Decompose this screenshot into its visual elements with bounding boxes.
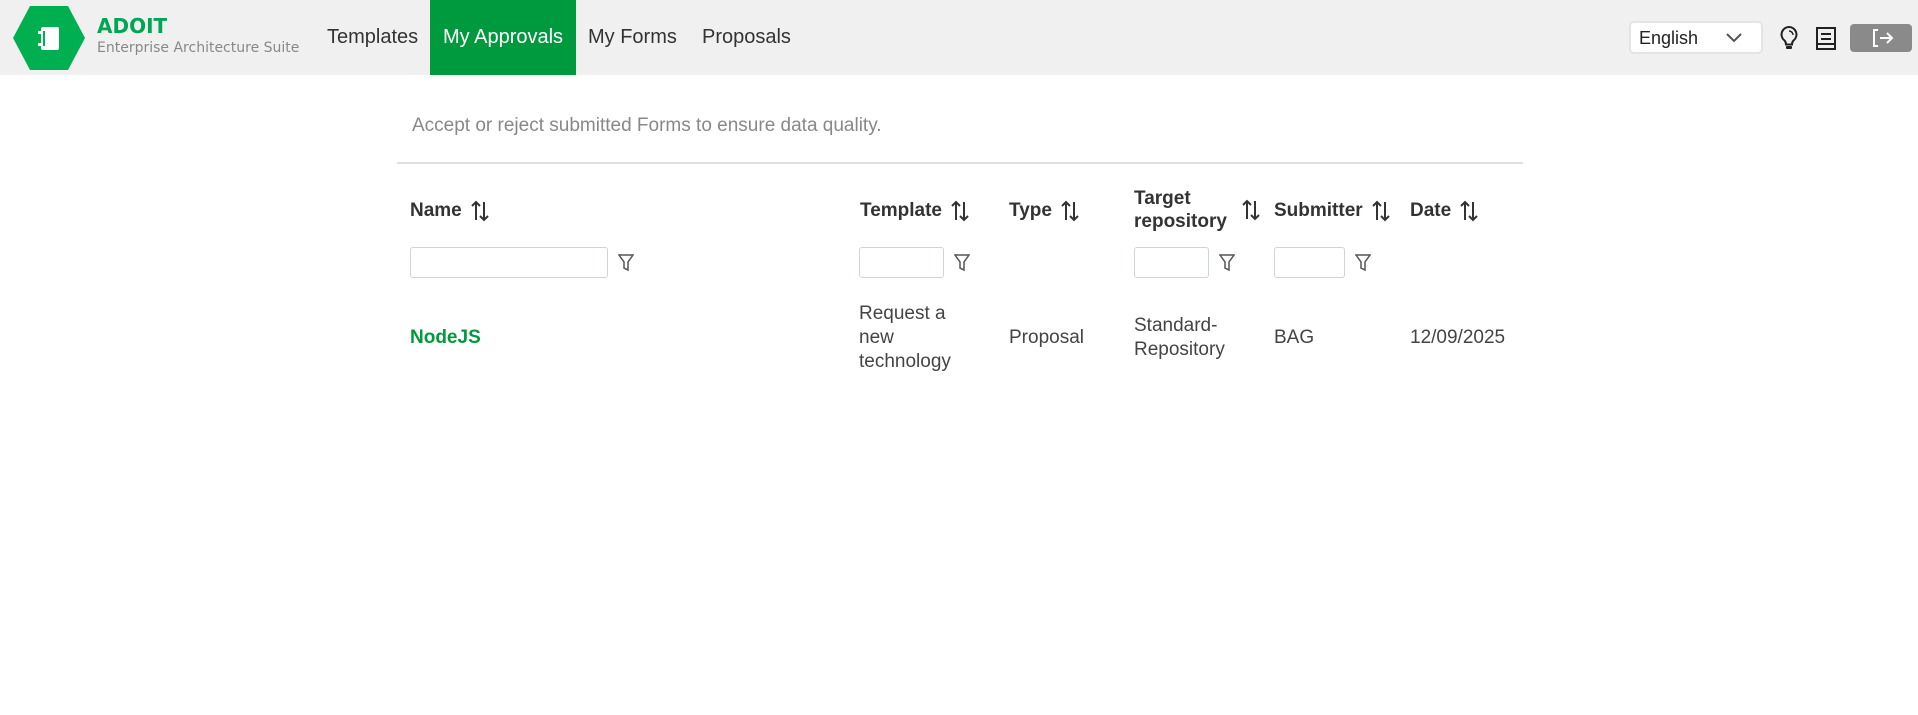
column-header-template[interactable]: Template bbox=[860, 199, 970, 222]
column-header-type[interactable]: Type bbox=[1009, 199, 1080, 222]
template-filter-input[interactable] bbox=[859, 247, 944, 278]
nav-my-forms[interactable]: My Forms bbox=[588, 26, 677, 48]
logout-button[interactable] bbox=[1850, 24, 1912, 52]
chevron-down-icon bbox=[1726, 33, 1742, 43]
top-navigation-bar: ADOIT Enterprise Architecture Suite Temp… bbox=[0, 0, 1918, 75]
column-label: Submitter bbox=[1274, 200, 1363, 221]
sort-icon[interactable] bbox=[1371, 200, 1391, 222]
sort-icon[interactable] bbox=[470, 200, 490, 222]
nav-templates[interactable]: Templates bbox=[327, 26, 419, 48]
column-label: Target repository bbox=[1134, 188, 1227, 232]
filter-icon[interactable] bbox=[954, 254, 970, 272]
language-select-value: English bbox=[1639, 28, 1699, 48]
book-icon[interactable] bbox=[1815, 26, 1837, 51]
date-cell: 12/09/2025 bbox=[1410, 327, 1506, 348]
form-name-link[interactable]: NodeJS bbox=[410, 327, 481, 348]
column-label: Date bbox=[1410, 200, 1452, 221]
target-repository-filter-input[interactable] bbox=[1134, 247, 1209, 278]
nav-proposals[interactable]: Proposals bbox=[702, 26, 791, 48]
lightbulb-icon[interactable] bbox=[1779, 25, 1799, 53]
column-header-date[interactable]: Date bbox=[1410, 199, 1479, 222]
logout-icon bbox=[1873, 29, 1894, 47]
submitter-filter-input[interactable] bbox=[1274, 247, 1345, 278]
target-repository-cell: Standard-Repository bbox=[1134, 315, 1225, 360]
brand-name: ADOIT bbox=[97, 14, 168, 38]
brand-subtitle: Enterprise Architecture Suite bbox=[97, 40, 300, 56]
sort-icon[interactable] bbox=[1459, 200, 1479, 222]
filter-icon[interactable] bbox=[1355, 254, 1371, 272]
type-cell: Proposal bbox=[1009, 327, 1084, 348]
sort-icon[interactable] bbox=[1060, 200, 1080, 222]
filter-icon[interactable] bbox=[618, 254, 634, 272]
divider bbox=[397, 162, 1523, 164]
column-header-submitter[interactable]: Submitter bbox=[1274, 199, 1391, 222]
name-filter-input[interactable] bbox=[410, 247, 608, 278]
sort-icon[interactable] bbox=[950, 200, 970, 222]
nav-my-approvals[interactable]: My Approvals bbox=[430, 0, 576, 75]
submitter-cell: BAG bbox=[1274, 327, 1315, 348]
filter-icon[interactable] bbox=[1219, 254, 1235, 272]
adoit-logo-icon bbox=[13, 6, 85, 70]
column-header-name[interactable]: Name bbox=[410, 199, 490, 222]
sort-icon[interactable] bbox=[1241, 199, 1261, 221]
column-header-target-repository[interactable]: Target repository bbox=[1134, 187, 1234, 233]
template-cell: Request a new technology bbox=[859, 303, 951, 372]
column-label: Type bbox=[1009, 200, 1052, 221]
language-select[interactable]: English bbox=[1629, 21, 1763, 54]
column-label: Template bbox=[860, 200, 943, 221]
page-description: Accept or reject submitted Forms to ensu… bbox=[412, 115, 882, 136]
column-label: Name bbox=[410, 200, 462, 221]
